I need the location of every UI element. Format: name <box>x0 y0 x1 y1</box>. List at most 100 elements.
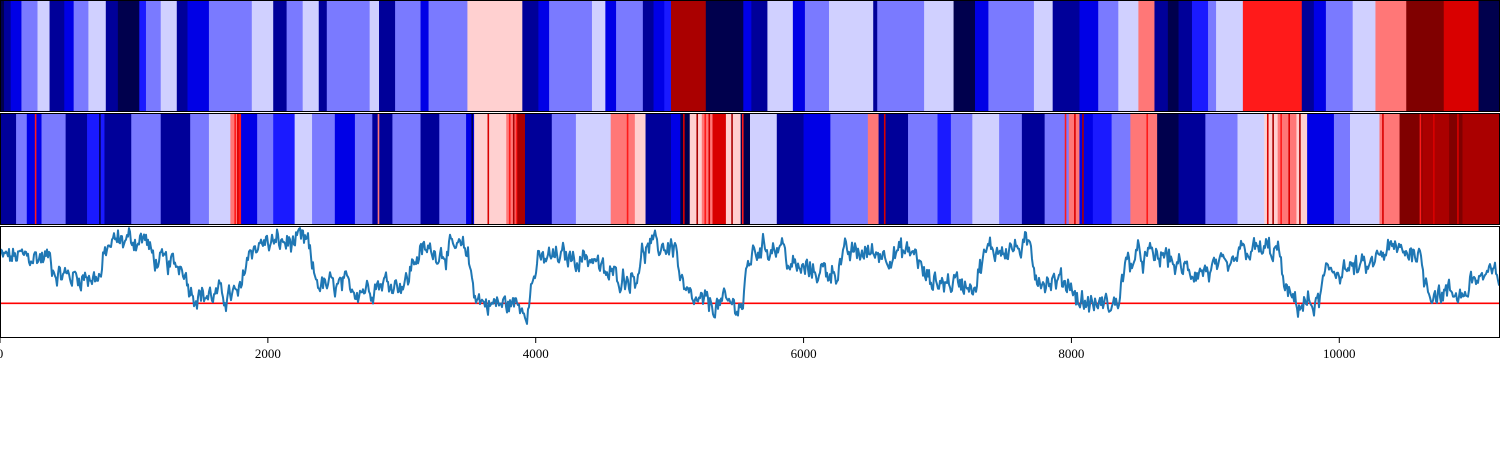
middle-strip-segment <box>1277 113 1297 225</box>
top-strip-segment <box>1216 0 1244 112</box>
middle-strip-stripe <box>515 113 518 225</box>
top-strip-segment <box>208 0 253 112</box>
signal-series-line <box>0 227 1500 325</box>
middle-strip-segment <box>1296 113 1308 225</box>
top-strip-segment <box>420 0 429 112</box>
middle-strip-segment <box>294 113 313 225</box>
middle-strip-segment <box>516 113 526 225</box>
middle-strip-segment <box>1462 113 1500 225</box>
middle-strip-stripe <box>708 113 711 225</box>
middle-strip-segment <box>972 113 1000 225</box>
middle-strip-segment <box>575 113 612 225</box>
top-strip-segment <box>318 0 328 112</box>
middle-strip-stripe <box>1266 113 1269 225</box>
middle-strip-segment <box>474 113 507 225</box>
middle-strip-segment <box>1092 113 1113 225</box>
top-strip-segment <box>10 0 22 112</box>
middle-strip-segment <box>950 113 973 225</box>
middle-strip-segment <box>208 113 231 225</box>
top-strip-segment <box>160 0 178 112</box>
middle-strip-segment <box>312 113 336 225</box>
middle-strip-stripe <box>1272 113 1274 225</box>
top-strip-segment <box>139 0 147 112</box>
middle-strip-stripe <box>683 113 685 225</box>
middle-strip-stripe <box>704 113 707 225</box>
middle-strip-segment <box>1264 113 1279 225</box>
middle-strip-stripe <box>1457 113 1459 225</box>
middle-strip-segment <box>750 113 778 225</box>
x-tick-label: 4000 <box>523 346 549 361</box>
middle-strip-segment <box>725 113 742 225</box>
top-strip-segment <box>1375 0 1407 112</box>
top-strip-segment <box>877 0 925 112</box>
top-strip-segment <box>379 0 396 112</box>
top-strip-segment <box>953 0 976 112</box>
top-strip-segment <box>467 0 523 112</box>
top-strip-segment <box>616 0 644 112</box>
top-strip-segment <box>0 0 5 112</box>
middle-strip-segment <box>610 113 636 225</box>
top-strip-segment <box>1118 0 1139 112</box>
top-strip-segment <box>538 0 550 112</box>
middle-strip-segment <box>867 113 879 225</box>
middle-strip-segment <box>1205 113 1238 225</box>
middle-strip-segment <box>466 113 475 225</box>
top-strip-segment <box>326 0 371 112</box>
top-strip-segment <box>605 0 617 112</box>
top-strip-segment <box>176 0 188 112</box>
x-tick-label: 10000 <box>1323 346 1356 361</box>
x-tick-label: 6000 <box>791 346 817 361</box>
middle-strip-segment <box>1399 113 1423 225</box>
top-strip-segment <box>829 0 874 112</box>
middle-strip-segment <box>689 113 703 225</box>
middle-strip-segment <box>776 113 804 225</box>
middle-strip-stripe <box>1419 113 1422 225</box>
middle-strip-segment <box>1237 113 1265 225</box>
top-strip-segment <box>767 0 794 112</box>
middle-strip-stripe <box>616 113 618 225</box>
middle-strip-stripe <box>487 113 490 225</box>
top-strip-segment <box>642 0 654 112</box>
top-strip-segment <box>1406 0 1445 112</box>
middle-strip-segment <box>190 113 210 225</box>
middle-strip-segment <box>878 113 909 225</box>
middle-strip-stripe <box>1074 113 1076 225</box>
middle-strip-stripe <box>731 113 733 225</box>
top-strip-segment <box>37 0 50 112</box>
middle-strip-stripe <box>508 113 511 225</box>
top-strip-segment <box>302 0 320 112</box>
top-strip-segment <box>1178 0 1193 112</box>
top-strip-segment <box>1313 0 1327 112</box>
line-panel-frame <box>0 226 1500 338</box>
top-strip-segment <box>549 0 593 112</box>
middle-strip-segment <box>937 113 952 225</box>
middle-strip-stripe <box>512 113 515 225</box>
middle-strip-segment <box>830 113 869 225</box>
top-strip-segment <box>1325 0 1354 112</box>
middle-strip-segment <box>160 113 191 225</box>
x-tick-label: 2000 <box>255 346 281 361</box>
middle-strip-segment <box>372 113 393 225</box>
middle-strip-stripe <box>1082 113 1084 225</box>
middle-strip-segment <box>908 113 938 225</box>
top-heatmap-strip <box>0 0 1500 112</box>
middle-strip-segment <box>257 113 274 225</box>
middle-strip-stripe <box>1441 113 1443 225</box>
top-strip-segment <box>1478 0 1500 112</box>
middle-strip-segment <box>87 113 105 225</box>
middle-strip-stripe <box>34 113 37 225</box>
middle-heatmap-strip <box>0 113 1500 225</box>
middle-strip-segment <box>525 113 553 225</box>
top-strip-segment <box>369 0 380 112</box>
middle-strip-segment <box>1111 113 1131 225</box>
line-plot-panel <box>0 227 1500 325</box>
top-strip-segment <box>4 0 12 112</box>
top-strip-segment <box>1191 0 1209 112</box>
top-strip-segment <box>49 0 65 112</box>
top-strip-segment <box>117 0 140 112</box>
top-strip-segment <box>743 0 752 112</box>
top-strip-segment <box>1242 0 1303 112</box>
middle-strip-segment <box>680 113 691 225</box>
middle-strip-segment <box>506 113 518 225</box>
